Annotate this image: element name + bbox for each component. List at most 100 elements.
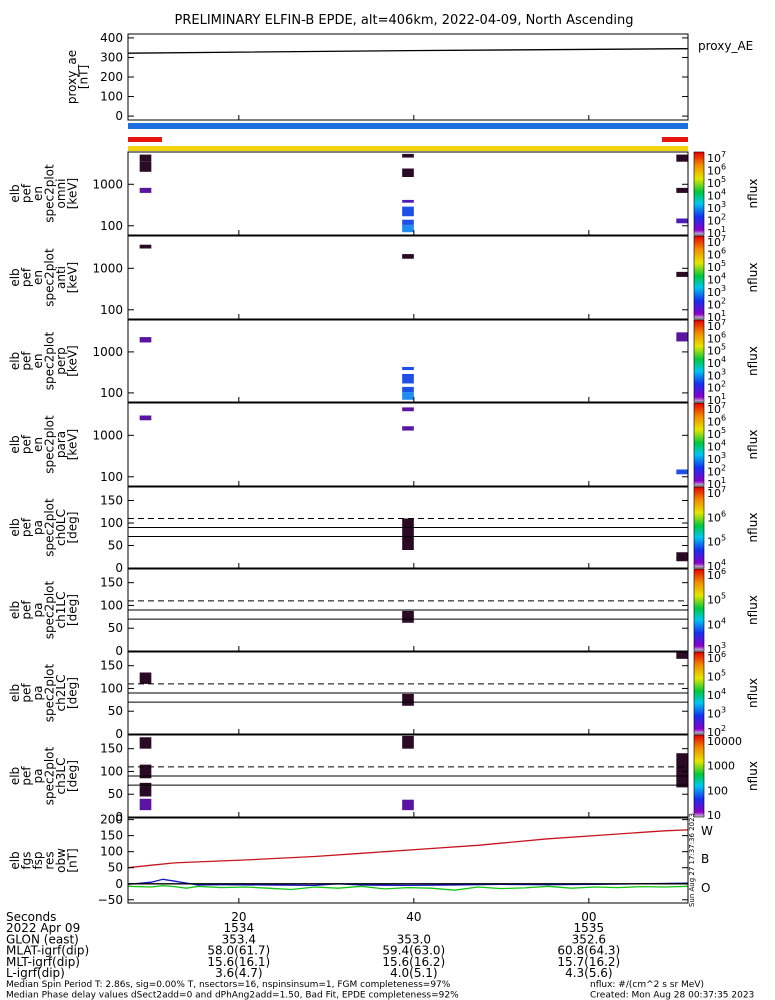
bottom-row-value: 15.6(16.1) [207, 955, 270, 969]
spectrogram-cell-4 [402, 735, 414, 749]
spectrogram-cell-11 [676, 218, 688, 224]
y-axis-label: pef [19, 600, 33, 620]
y-axis-label: spec2plot [42, 580, 56, 639]
colorbar-title: nflux [746, 678, 760, 708]
y-axis-label: [deg] [65, 594, 79, 626]
bottom-row-value: 4.3(5.6) [565, 966, 613, 980]
y-axis-label: [nT] [76, 65, 90, 89]
y-axis-label: [deg] [65, 677, 79, 709]
y-tick-label: 100 [100, 681, 123, 695]
series-line-0 [127, 829, 689, 869]
y-tick-label: 200 [100, 813, 123, 827]
y-axis-label: en [31, 186, 45, 201]
spectrogram-cell-8 [402, 224, 414, 233]
panel-frame [127, 486, 689, 569]
panel-frame [127, 319, 689, 403]
spectrogram-cell-0 [139, 337, 152, 343]
y-axis-label: elb [8, 352, 22, 370]
status-bars [128, 123, 688, 151]
y-axis-label: para [54, 431, 68, 458]
y-axis-label: pa [31, 686, 45, 701]
colorbar-tick-label: 106 [707, 509, 726, 524]
colorbar-title: nflux [746, 263, 760, 293]
spectrogram-cell-0 [402, 518, 414, 550]
bottom-row-label: GLON (east) [6, 932, 79, 946]
y-tick-label: 0 [115, 561, 123, 575]
y-tick-label: 100 [100, 516, 123, 530]
y-axis-label: pef [19, 683, 33, 703]
y-axis-label: perp [54, 347, 68, 375]
y-tick-label: 100 [100, 303, 123, 317]
bottom-row-value: 15.6(16.2) [382, 955, 445, 969]
colorbar-title: nflux [746, 346, 760, 376]
y-axis-label: spec2plot [42, 663, 56, 722]
y-axis-label: [keV] [65, 429, 79, 460]
y-axis-label: obw [54, 848, 68, 873]
component-label-O: O [701, 881, 710, 895]
created-side-stamp: Sun Aug 27 17:37:36 2023 [688, 813, 696, 907]
y-tick-label: 0 [115, 877, 123, 891]
y-tick-label: 400 [100, 31, 123, 45]
colorbar [693, 402, 705, 487]
y-axis-label: elb [8, 184, 22, 202]
y-axis-label: elb [8, 684, 22, 702]
component-label-B: B [701, 852, 709, 866]
y-axis-label: elb [8, 268, 22, 286]
spectrogram-cell-0 [402, 610, 414, 623]
y-tick-label: 200 [100, 70, 123, 84]
bottom-row-value: 353.0 [397, 932, 431, 946]
spectrogram-cell-0 [139, 672, 152, 684]
panel-frame [127, 402, 689, 487]
spectrogram-cell-1 [402, 693, 414, 706]
panels-group: 4003002001000proxy_ae[nT]proxy_AE1000100… [8, 31, 760, 907]
panel-frame [127, 651, 689, 735]
spectrogram-cell-1 [676, 552, 688, 562]
y-axis-label: pa [31, 769, 45, 784]
bottom-row-label: 2022 Apr 09 [6, 921, 80, 935]
y-axis-label: fgs [19, 851, 33, 869]
colorbar-tick-label: 104 [707, 687, 726, 702]
y-axis-label: [keV] [65, 345, 79, 376]
colorbar [693, 734, 705, 818]
colorbar-title: nflux [746, 761, 760, 791]
plot-title: PRELIMINARY ELFIN-B EPDE, alt=406km, 202… [175, 13, 634, 28]
bottom-row-value: 15.7(16.2) [557, 955, 620, 969]
bottom-row-value: 352.6 [572, 932, 606, 946]
spectrogram-cell-2 [676, 271, 688, 277]
spectrogram-cell-1 [139, 161, 152, 172]
y-axis-label: en [31, 270, 45, 285]
colorbar [693, 568, 705, 652]
colorbar-tick-label: 10 [707, 809, 721, 822]
spectrogram-cell-10 [676, 187, 688, 193]
y-tick-label: 150 [100, 494, 123, 508]
panel-frame [127, 235, 689, 320]
bottom-row-value: 3.6(4.7) [215, 966, 263, 980]
y-axis-label: ch0LC [54, 509, 68, 546]
bottom-row-value: 60.8(64.3) [557, 944, 620, 958]
spectrogram-cell-3 [676, 469, 688, 475]
colorbar-tick-label: 105 [707, 592, 726, 607]
y-axis-label: elb [8, 518, 22, 536]
panel-frame [127, 33, 689, 121]
colorbar-tick-label: 107 [707, 485, 726, 500]
y-axis-label: en [31, 437, 45, 452]
y-axis-label: elb [8, 601, 22, 619]
y-axis-label: pef [19, 351, 33, 371]
spectrogram-cell-1 [139, 764, 152, 779]
y-axis-label: pef [19, 434, 33, 454]
colorbar-tick-label: 1000 [707, 760, 735, 773]
y-tick-label: 1000 [92, 345, 123, 359]
y-axis-label: [keV] [65, 262, 79, 293]
y-tick-label: 0 [115, 810, 123, 824]
y-axis-label: en [31, 354, 45, 369]
bottom-row-label: L-igrf(dip) [6, 966, 65, 980]
y-axis-label: ch2LC [54, 675, 68, 712]
spectrogram-cell-5 [402, 799, 414, 811]
colorbar [693, 235, 705, 320]
bottom-row-value: 353.4 [222, 932, 256, 946]
y-tick-label: 1000 [92, 177, 123, 191]
